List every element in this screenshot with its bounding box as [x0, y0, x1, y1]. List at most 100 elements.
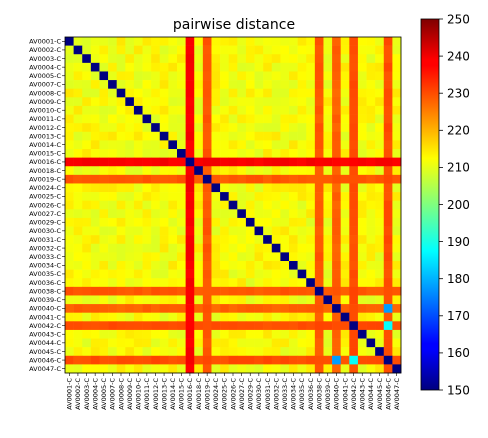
heatmap-cell	[349, 261, 359, 270]
heatmap-cell	[133, 62, 143, 72]
heatmap-cell	[185, 252, 195, 262]
y-tick-label: AV0005-C	[29, 72, 61, 80]
heatmap-cell	[168, 329, 178, 339]
heatmap-cell	[280, 80, 290, 89]
heatmap-cell	[125, 54, 135, 64]
heatmap-cell	[237, 200, 247, 210]
heatmap-cell	[228, 261, 238, 270]
heatmap-cell	[82, 364, 92, 374]
heatmap-cell	[90, 183, 100, 193]
heatmap-cell	[254, 88, 264, 98]
heatmap-cell	[297, 286, 307, 296]
heatmap-cell	[151, 338, 161, 348]
heatmap-cell	[202, 183, 212, 193]
colorbar-tick-label: 240	[447, 49, 470, 63]
heatmap-cell	[133, 71, 143, 81]
heatmap-cell	[306, 114, 316, 124]
heatmap-cell	[194, 329, 204, 339]
heatmap-cell	[108, 140, 117, 150]
heatmap-cell	[142, 347, 152, 357]
heatmap-cell	[306, 174, 316, 184]
heatmap-cell	[263, 149, 273, 158]
heatmap-cell	[237, 71, 247, 81]
heatmap-cell	[375, 278, 385, 288]
heatmap-cell	[151, 54, 161, 64]
heatmap-cell	[383, 123, 393, 133]
heatmap-cell	[142, 269, 152, 279]
heatmap-cell	[168, 261, 178, 270]
heatmap-cell	[142, 140, 152, 150]
heatmap-cell	[220, 62, 229, 72]
heatmap-cell	[90, 209, 100, 219]
heatmap-cell	[254, 321, 264, 331]
heatmap-cell	[392, 321, 402, 331]
heatmap-cell	[90, 261, 100, 270]
heatmap-cell	[349, 62, 359, 72]
heatmap-cell	[99, 166, 109, 176]
heatmap-cell	[194, 166, 204, 176]
heatmap-cell	[383, 243, 393, 253]
heatmap-cell	[383, 252, 393, 262]
heatmap-cell	[357, 37, 367, 46]
heatmap-cell	[263, 166, 273, 176]
heatmap-cell	[185, 131, 195, 141]
heatmap-cell	[228, 347, 238, 357]
heatmap-cell	[194, 304, 204, 313]
heatmap-cell	[323, 347, 333, 357]
heatmap-cell	[349, 243, 359, 253]
heatmap-cell	[133, 295, 143, 305]
heatmap-cell	[392, 243, 402, 253]
heatmap-cell	[108, 62, 117, 72]
heatmap-cell	[99, 364, 109, 374]
heatmap-cell	[125, 71, 135, 81]
heatmap-cell	[340, 71, 350, 81]
heatmap-cell	[366, 71, 376, 81]
heatmap-cell	[306, 123, 316, 133]
heatmap-cell	[263, 286, 273, 296]
heatmap-cell	[116, 200, 126, 210]
heatmap-cell	[228, 45, 238, 55]
heatmap-cell	[159, 329, 169, 339]
heatmap-cell	[90, 149, 100, 158]
heatmap-cell	[202, 54, 212, 64]
heatmap-cell	[185, 286, 195, 296]
heatmap-cell	[185, 54, 195, 64]
heatmap-cell	[306, 157, 316, 167]
heatmap-cell	[383, 62, 393, 72]
heatmap-cell	[159, 123, 169, 133]
heatmap-cell	[254, 80, 264, 89]
heatmap-cell	[159, 226, 169, 236]
heatmap-cell	[99, 131, 109, 141]
heatmap-cell	[263, 278, 273, 288]
heatmap-cell	[177, 157, 186, 167]
heatmap-cell	[357, 312, 367, 322]
heatmap-cell	[245, 183, 255, 193]
heatmap-cell	[133, 200, 143, 210]
heatmap-cell	[297, 304, 307, 313]
heatmap-cell	[314, 312, 324, 322]
heatmap-cell	[116, 286, 126, 296]
heatmap-cell	[228, 62, 238, 72]
heatmap-cell	[65, 226, 74, 236]
heatmap-cell	[366, 37, 376, 46]
heatmap-cell	[237, 321, 247, 331]
heatmap-cell	[280, 140, 290, 150]
heatmap-cell	[237, 166, 247, 176]
heatmap-cell	[73, 364, 83, 374]
heatmap-cell	[168, 174, 178, 184]
heatmap-cell	[159, 304, 169, 313]
heatmap-cell	[263, 131, 273, 141]
y-tick-label: AV0036-C	[29, 279, 61, 287]
heatmap-cell	[383, 209, 393, 219]
heatmap-cells	[65, 37, 402, 374]
heatmap-cell	[228, 131, 238, 141]
heatmap-cell	[168, 355, 178, 365]
heatmap-cell	[151, 62, 161, 72]
heatmap-cell	[314, 131, 324, 141]
heatmap-cell	[168, 295, 178, 305]
heatmap-cell	[306, 252, 316, 262]
heatmap-cell	[211, 355, 221, 365]
heatmap-cell	[142, 338, 152, 348]
heatmap-cell	[185, 192, 195, 201]
heatmap-cell	[314, 355, 324, 365]
